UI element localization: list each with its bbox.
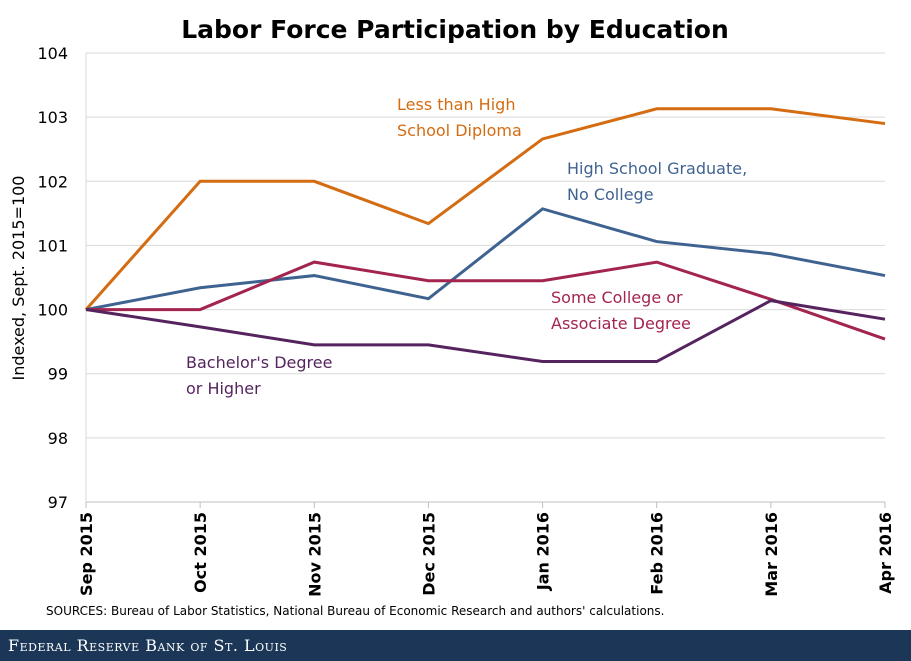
series-label: Bachelor's Degree	[186, 353, 332, 372]
y-tick-label: 98	[48, 429, 68, 448]
series-label: School Diploma	[397, 121, 522, 140]
y-axis-label: Indexed, Sept. 2015=100	[9, 176, 28, 381]
series-label: High School Graduate,	[567, 159, 747, 178]
series-label: Associate Degree	[551, 314, 691, 333]
x-tick-label: Nov 2015	[305, 512, 324, 597]
series-line	[86, 260, 886, 341]
series-label: or Higher	[186, 379, 261, 398]
y-tick-label: 101	[37, 236, 68, 255]
series-line	[85, 207, 886, 312]
series-label: Some College or	[551, 288, 683, 307]
series-line	[85, 299, 886, 364]
line-chart: Labor Force Participation by Education 9…	[9, 15, 895, 597]
y-tick-label: 97	[48, 493, 68, 512]
x-tick-label: Apr 2016	[876, 512, 895, 594]
series-label: Less than High	[397, 95, 515, 114]
source-note: SOURCES: Bureau of Labor Statistics, Nat…	[46, 604, 665, 618]
y-tick-label: 99	[48, 365, 68, 384]
x-tick-label: Feb 2016	[648, 512, 667, 595]
y-tick-label: 100	[37, 301, 68, 320]
x-tick-label: Mar 2016	[762, 512, 781, 597]
chart-title: Labor Force Participation by Education	[181, 15, 729, 44]
x-tick-label: Oct 2015	[191, 512, 210, 593]
y-tick-label: 104	[37, 44, 68, 63]
series-label: No College	[567, 185, 654, 204]
x-tick-label: Dec 2015	[419, 512, 438, 596]
y-tick-label: 102	[37, 172, 68, 191]
footer-logo: Federal Reserve Bank of St. Louis	[0, 630, 911, 661]
series-line	[84, 107, 886, 311]
x-tick-label: Sep 2015	[77, 512, 96, 596]
y-tick-label: 103	[37, 108, 68, 127]
x-tick-label: Jan 2016	[534, 512, 553, 591]
